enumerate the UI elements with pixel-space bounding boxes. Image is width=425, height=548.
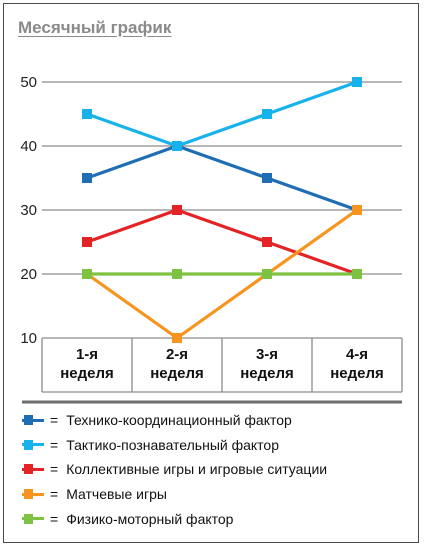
legend-swatch xyxy=(22,464,44,475)
legend-item: = Технико-координационный фактор xyxy=(22,408,402,433)
series-line xyxy=(86,144,358,212)
data-point xyxy=(82,109,92,119)
data-point xyxy=(172,205,182,215)
series-line xyxy=(86,80,358,148)
legend-item: = Матчевые игры xyxy=(22,482,402,507)
legend-label: Физико-моторный фактор xyxy=(66,510,234,527)
legend-equals: = xyxy=(50,436,59,453)
legend-swatch xyxy=(22,513,44,524)
legend-item: = Коллективные игры и игровые ситуации xyxy=(22,457,402,482)
legend-item: = Физико-моторный фактор xyxy=(22,506,402,531)
series-line xyxy=(86,208,358,340)
y-tick-label: 50 xyxy=(20,74,37,91)
data-point xyxy=(172,333,182,343)
y-tick-label: 30 xyxy=(20,202,37,219)
data-point xyxy=(262,173,272,183)
data-point xyxy=(82,269,92,279)
data-point xyxy=(352,269,362,279)
x-tick-label: 2-я неделя xyxy=(150,346,204,382)
data-point xyxy=(262,269,272,279)
y-tick-label: 20 xyxy=(20,266,37,283)
data-point xyxy=(352,77,362,87)
x-tick-label: 4-я неделя xyxy=(330,346,384,382)
x-tick-label: 1-я неделя xyxy=(60,346,114,382)
chart-legend: = Технико-координационный фактор = Тактико-… xyxy=(22,408,402,531)
legend-swatch xyxy=(22,415,44,426)
legend-equals: = xyxy=(50,412,59,429)
legend-equals: = xyxy=(50,461,59,478)
legend-equals: = xyxy=(50,510,59,527)
legend-swatch xyxy=(22,439,44,450)
y-tick-label: 40 xyxy=(20,138,37,155)
data-point xyxy=(172,269,182,279)
data-point xyxy=(82,237,92,247)
legend-swatch xyxy=(22,489,44,500)
chart-title: Месячный график xyxy=(18,18,172,37)
legend-label: Матчевые игры xyxy=(66,486,167,503)
legend-item: = Тактико-познавательный фактор xyxy=(22,433,402,458)
x-tick-label: 3-я неделя xyxy=(240,346,294,382)
legend-equals: = xyxy=(50,486,59,503)
series-line xyxy=(86,208,358,276)
y-tick-label: 10 xyxy=(20,330,37,347)
data-point xyxy=(352,205,362,215)
data-point xyxy=(262,237,272,247)
legend-label: Тактико-познавательный фактор xyxy=(66,436,280,453)
data-point xyxy=(262,109,272,119)
data-point xyxy=(82,173,92,183)
legend-label: Коллективные игры и игровые ситуации xyxy=(66,461,328,478)
legend-label: Технико-координационный фактор xyxy=(66,412,292,429)
data-point xyxy=(172,141,182,151)
